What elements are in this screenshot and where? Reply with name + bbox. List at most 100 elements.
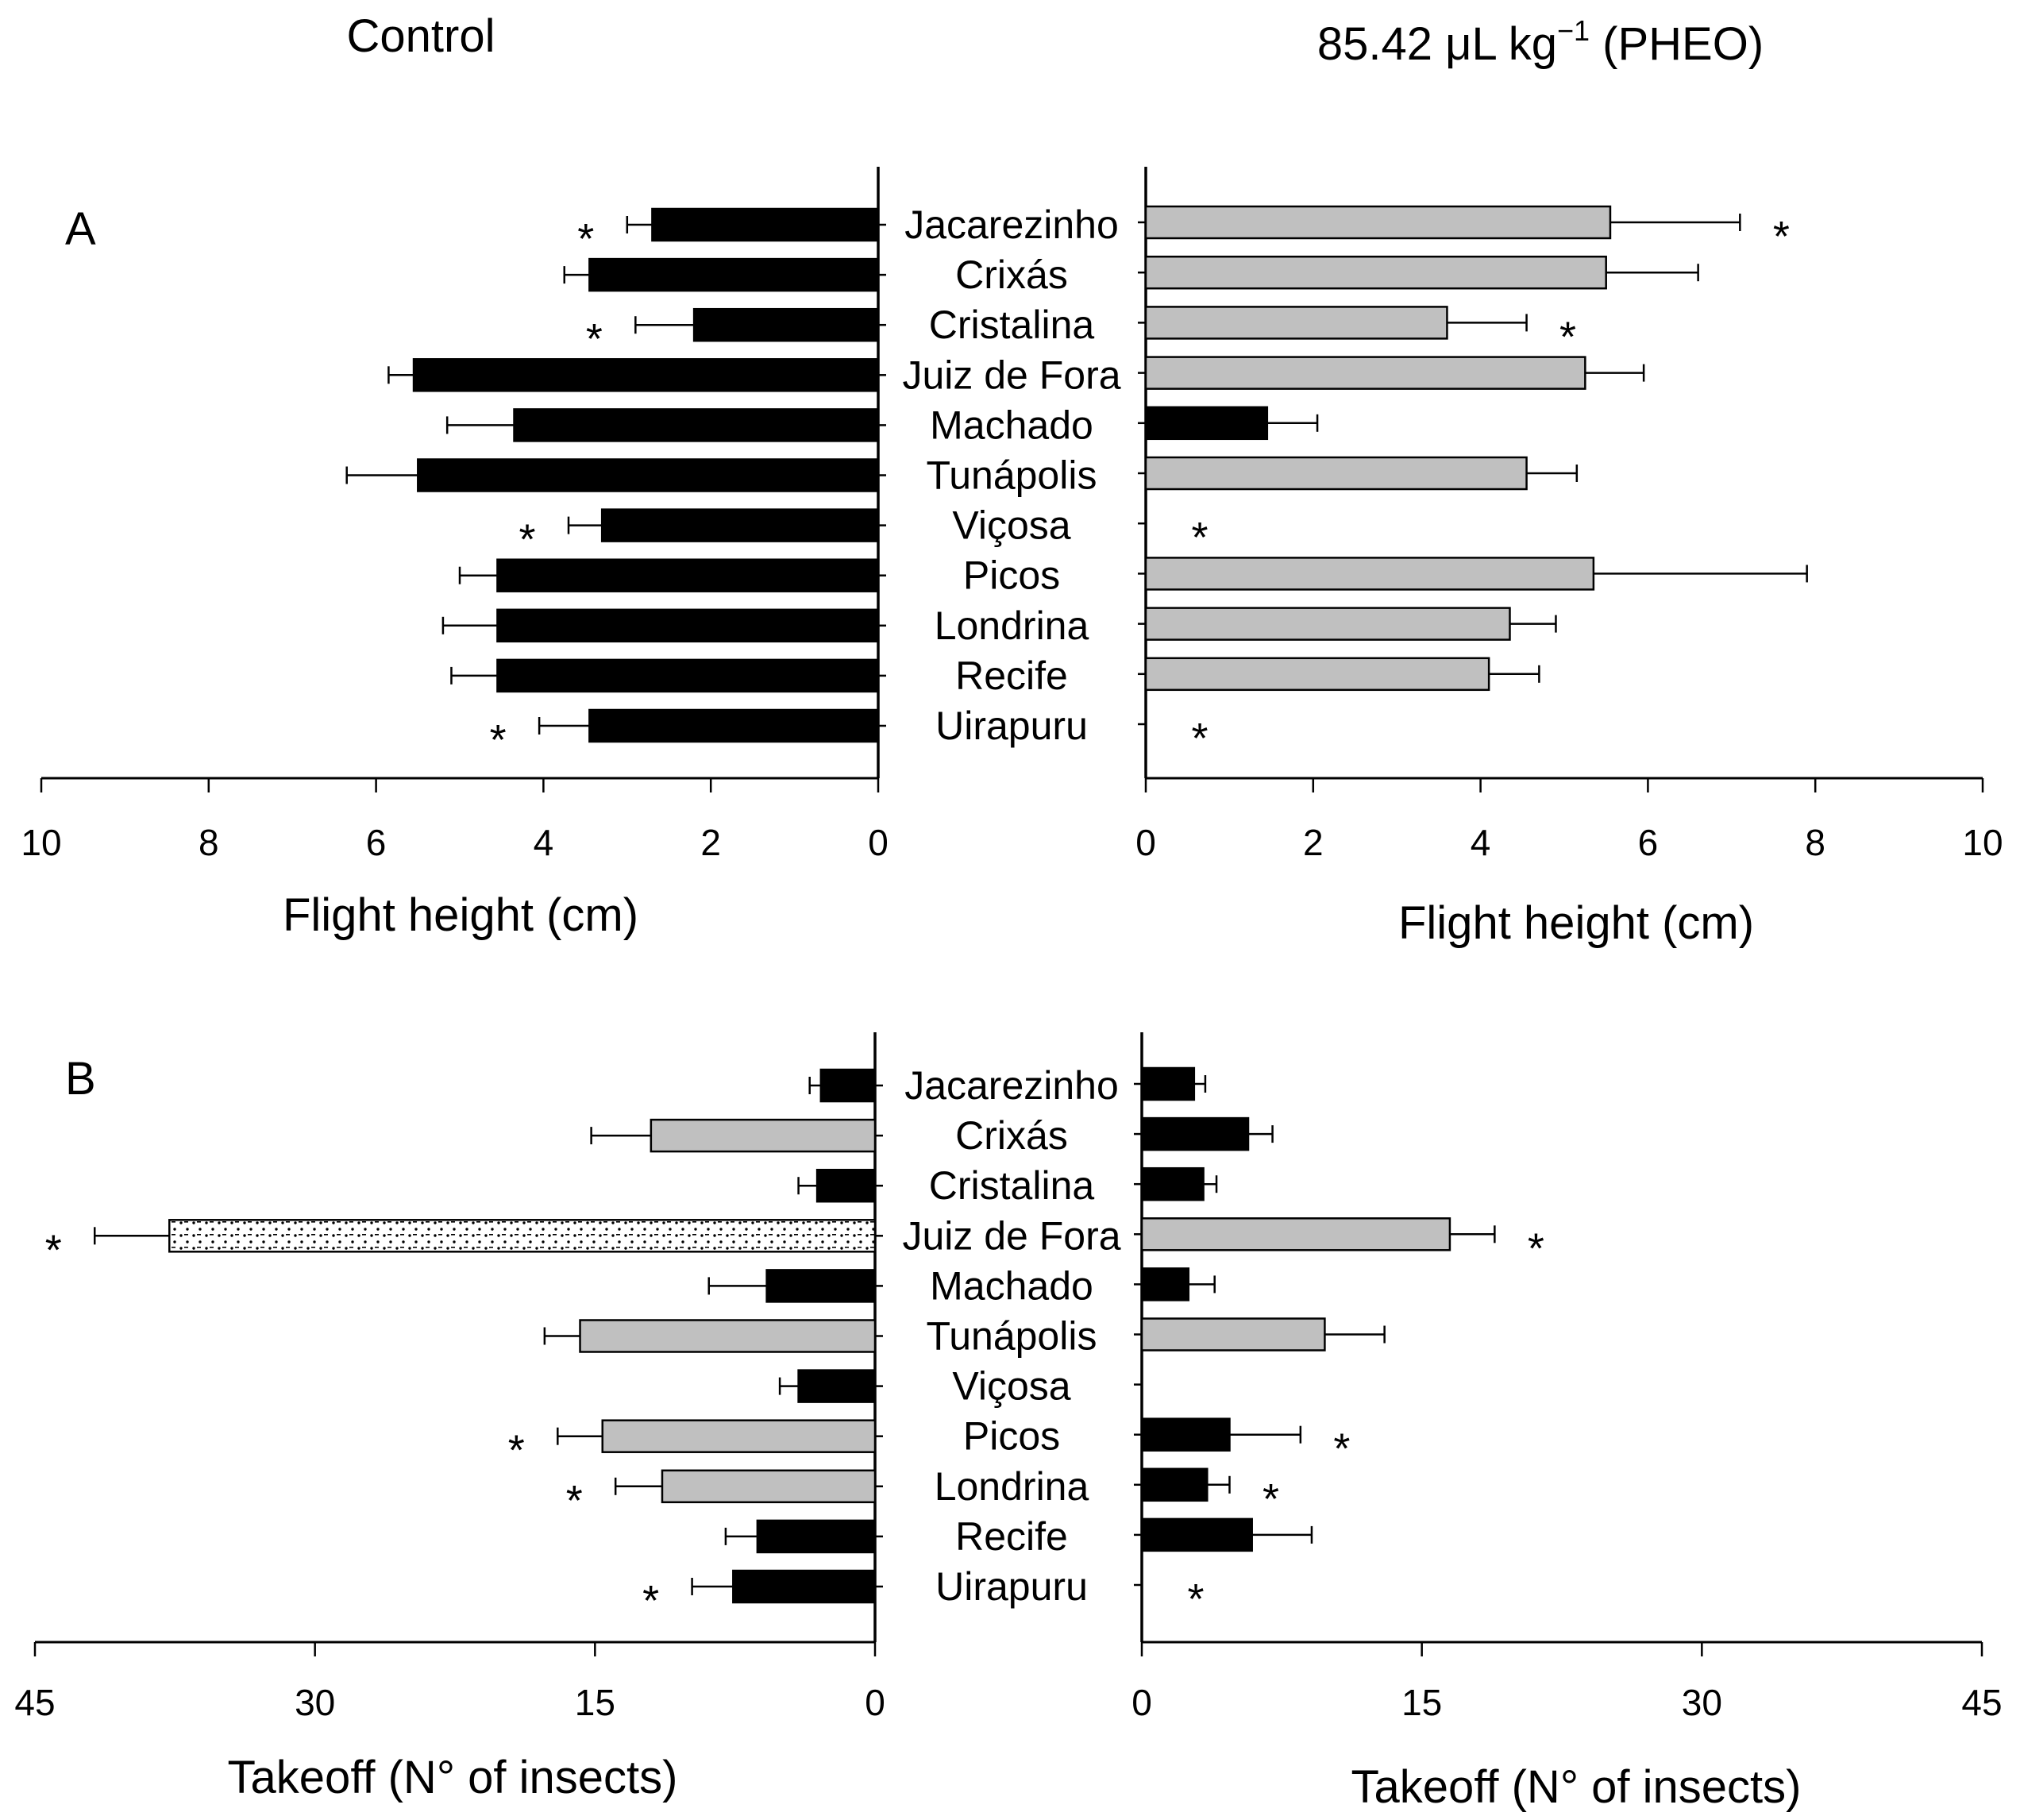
a-pheo-bar-londrina [1144, 607, 1511, 641]
a-pheo-tick-label-2: 2 [1303, 822, 1324, 863]
category-label-machado: Machado [930, 403, 1093, 447]
a-control-bar-cristalina [692, 307, 880, 342]
a-control-tick-label-6: 6 [366, 822, 387, 863]
category-label-recife: Recife [955, 1514, 1068, 1559]
b-pheo-significance-juiz-de-fora: * [1528, 1224, 1544, 1272]
a-pheo-bar-recife [1144, 657, 1490, 692]
panel-a-pheo-chart: 0 2 4 6 8 10 Flight height (cm) * * * * [1135, 167, 2003, 949]
b-control-tick-label-0: 0 [865, 1682, 885, 1723]
b-control-tick-label-15: 15 [575, 1682, 615, 1723]
category-label-juiz-de-fora: Juiz de Fora [902, 1213, 1120, 1258]
category-label-picos: Picos [963, 1414, 1060, 1459]
b-control-bar-tunapolis [579, 1319, 877, 1353]
a-control-bar-tunapolis [417, 458, 880, 492]
control-header: Control [347, 10, 495, 62]
a-control-tick-label-8: 8 [199, 822, 219, 863]
a-pheo-bar-cristalina [1144, 306, 1448, 340]
treatment-header-superscript: −1 [1557, 14, 1590, 47]
a-control-bar-crixas [588, 257, 880, 292]
a-pheo-tick-label-6: 6 [1638, 822, 1659, 863]
b-pheo-bar-tunapolis [1140, 1317, 1326, 1352]
panel-b-category-labels: Jacarezinho Crixás Cristalina Juiz de Fora M… [902, 1063, 1120, 1609]
panel-label-a: A [65, 203, 96, 255]
b-control-significance-picos: * [508, 1427, 525, 1475]
a-pheo-significance-uirapuru: * [1191, 715, 1208, 762]
b-pheo-tick-label-30: 30 [1682, 1682, 1722, 1723]
b-pheo-bar-recife [1140, 1517, 1253, 1552]
a-pheo-significance-vicosa: * [1191, 514, 1208, 561]
a-control-significance-vicosa: * [519, 516, 536, 564]
a-pheo-bar-machado [1144, 406, 1269, 441]
a-control-bar-recife [496, 658, 880, 693]
category-label-crixas: Crixás [955, 253, 1068, 297]
b-control-tick-label-45: 45 [14, 1682, 55, 1723]
panel-label-b: B [65, 1053, 96, 1105]
category-label-londrina: Londrina [935, 1464, 1089, 1509]
a-pheo-tick-label-4: 4 [1471, 822, 1491, 863]
a-control-bar-uirapuru [588, 708, 880, 743]
a-control-tick-label-2: 2 [700, 822, 721, 863]
b-pheo-bar-londrina [1140, 1467, 1209, 1502]
b-control-tick-label-30: 30 [295, 1682, 335, 1723]
b-pheo-significance-londrina: * [1262, 1475, 1279, 1523]
a-control-significance-uirapuru: * [490, 716, 507, 764]
b-control-bar-juiz-de-fora [168, 1219, 877, 1253]
a-pheo-tick-label-10: 10 [1962, 822, 2003, 863]
b-control-bar-uirapuru [732, 1569, 877, 1604]
b-control-significance-uirapuru: * [642, 1577, 659, 1625]
a-pheo-significance-cristalina: * [1559, 313, 1576, 361]
b-pheo-bar-crixas [1140, 1116, 1250, 1151]
b-control-axis-label: Takeoff (N° of insects) [228, 1752, 678, 1803]
treatment-header-main: 85.42 μL kg [1317, 18, 1557, 70]
a-pheo-axis-label: Flight height (cm) [1398, 897, 1754, 949]
category-label-juiz-de-fora: Juiz de Fora [902, 353, 1120, 397]
a-pheo-bar-jacarezinho [1144, 205, 1612, 240]
b-pheo-significance-uirapuru: * [1187, 1575, 1204, 1623]
a-pheo-bar-picos [1144, 557, 1595, 591]
a-pheo-tick-label-0: 0 [1135, 822, 1156, 863]
a-control-tick-label-4: 4 [534, 822, 554, 863]
category-label-vicosa: Viçosa [952, 1364, 1070, 1409]
a-pheo-bar-tunapolis [1144, 456, 1528, 491]
b-pheo-tick-label-15: 15 [1401, 1682, 1442, 1723]
a-control-tick-label-10: 10 [21, 822, 61, 863]
a-control-bar-picos [496, 558, 880, 592]
category-label-tunapolis: Tunápolis [927, 1314, 1097, 1359]
b-control-bar-vicosa [797, 1369, 877, 1403]
a-pheo-bar-juiz-de-fora [1144, 356, 1586, 390]
panel-b-control-chart: 0 15 30 45 Takeoff (N° of insects) * * * * [14, 1032, 885, 1803]
a-pheo-tick-label-8: 8 [1805, 822, 1825, 863]
treatment-header: 85.42 μL kg−1 (PHEO) [1317, 14, 1764, 70]
b-control-bar-cristalina [815, 1168, 877, 1203]
panel-a-category-labels: Jacarezinho Crixás Cristalina Juiz de Fora M… [902, 202, 1120, 748]
b-pheo-axis-label: Takeoff (N° of insects) [1351, 1761, 1802, 1813]
b-pheo-bar-juiz-de-fora [1140, 1217, 1451, 1251]
panel-b-pheo-chart: 0 15 30 45 Takeoff (N° of insects) * * * * [1131, 1032, 2003, 1813]
a-pheo-bar-crixas [1144, 255, 1607, 290]
b-pheo-significance-picos: * [1333, 1425, 1350, 1473]
b-pheo-bar-picos [1140, 1417, 1231, 1452]
category-label-machado: Machado [930, 1263, 1093, 1308]
category-label-jacarezinho: Jacarezinho [904, 202, 1119, 247]
a-control-bar-juiz-de-fora [412, 358, 880, 392]
category-label-jacarezinho: Jacarezinho [904, 1063, 1119, 1108]
a-control-significance-cristalina: * [586, 315, 603, 363]
category-label-recife: Recife [955, 654, 1068, 698]
category-label-tunapolis: Tunápolis [927, 453, 1097, 498]
b-control-significance-juiz-de-fora: * [45, 1226, 62, 1274]
a-control-axis-label: Flight height (cm) [283, 889, 638, 941]
b-control-bar-machado [765, 1269, 877, 1303]
category-label-cristalina: Cristalina [929, 1163, 1095, 1208]
b-control-significance-londrina: * [566, 1477, 583, 1525]
category-label-londrina: Londrina [935, 603, 1089, 648]
a-control-tick-label-0: 0 [868, 822, 889, 863]
a-control-significance-jacarezinho: * [577, 215, 594, 263]
a-control-bar-jacarezinho [651, 207, 880, 242]
a-control-bar-vicosa [600, 508, 880, 542]
category-label-cristalina: Cristalina [929, 303, 1095, 347]
category-label-uirapuru: Uirapuru [935, 704, 1088, 748]
b-pheo-bar-cristalina [1140, 1166, 1205, 1201]
b-control-bar-crixas [650, 1118, 877, 1153]
b-pheo-tick-label-45: 45 [1961, 1682, 2002, 1723]
